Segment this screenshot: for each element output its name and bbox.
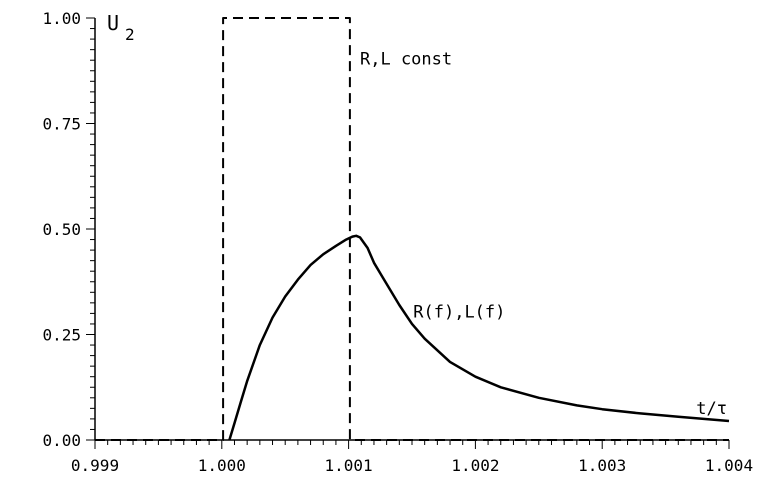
y-tick-label: 0.25 bbox=[42, 326, 81, 345]
y-tick-label: 0.50 bbox=[42, 220, 81, 239]
x-axis-label: t/τ bbox=[696, 399, 727, 419]
ticks: 0.00 0.25 0.50 0.75 1.00 0.999 1.000 1.001 1.002… bbox=[42, 9, 753, 475]
x-tick-label: 0.999 bbox=[71, 456, 119, 475]
series-rl-const-line bbox=[95, 17, 729, 441]
y-axis-label: U bbox=[107, 11, 119, 35]
series-annotation: R,L const bbox=[360, 49, 452, 69]
series-annotation: R(f),L(f) bbox=[413, 303, 505, 323]
series-group bbox=[95, 17, 730, 441]
labels-group: U 2 t/τ R,L const R(f),L(f) bbox=[107, 11, 727, 419]
x-tick-label: 1.000 bbox=[198, 456, 246, 475]
axes bbox=[94, 18, 729, 441]
y-tick-label: 0.00 bbox=[42, 431, 81, 450]
x-tick-label: 1.003 bbox=[578, 456, 626, 475]
y-tick-label: 0.75 bbox=[42, 115, 81, 134]
y-axis-label-subscript: 2 bbox=[125, 25, 135, 44]
x-tick-label: 1.001 bbox=[325, 456, 373, 475]
x-tick-label: 1.002 bbox=[451, 456, 499, 475]
series-rf-lf-line bbox=[228, 234, 730, 441]
x-tick-label: 1.004 bbox=[705, 456, 753, 475]
y-tick-label: 1.00 bbox=[42, 9, 81, 28]
